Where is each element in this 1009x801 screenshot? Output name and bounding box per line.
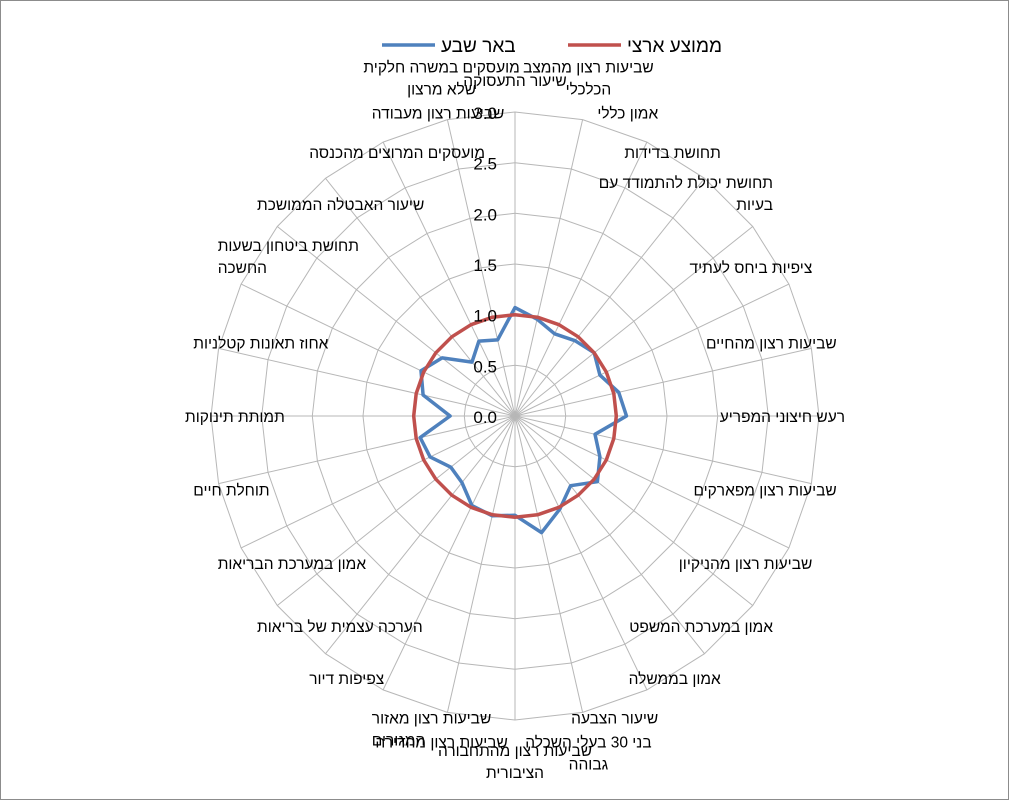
grid-spoke (446, 415, 516, 713)
grid-spoke (276, 226, 516, 417)
grid-spoke (514, 415, 754, 606)
grid-spoke (514, 415, 584, 713)
category-label: שביעות רצון מאזור המגורים (372, 710, 491, 749)
grid-spoke (514, 177, 705, 417)
legend-item-2: ממוצע ארצי (568, 36, 722, 57)
grid-spoke (514, 415, 790, 549)
grid-spoke (514, 415, 648, 691)
grid-spoke (325, 415, 516, 655)
category-label: תחושת יכולת להתמודד עם בעיות (599, 175, 773, 214)
value-axis: 0.0 0.5 1.0 1.5 2.0 2.5 3.0 (473, 104, 497, 427)
category-label: תחושת ביטחון בשעות החשכה (218, 238, 359, 277)
category-label: שביעות רצון מפארקים (693, 482, 836, 499)
grid-spoke (514, 141, 648, 417)
category-label: אמון בממשלה (629, 671, 721, 688)
legend-label-1: באר שבע (441, 36, 516, 57)
category-label: אחוז תאונות קטלניות (193, 336, 328, 353)
category-label: אמון כללי (597, 106, 658, 123)
series-lines (411, 305, 629, 535)
grid-spoke (240, 283, 516, 417)
tick-label: 1.5 (473, 256, 497, 275)
grid-spoke (276, 415, 516, 606)
tick-label: 1.0 (473, 307, 497, 326)
category-label: אמון במערכת הבריאות (218, 556, 367, 573)
tick-label: 2.5 (473, 155, 497, 174)
category-label: תחושת בדידות (624, 145, 720, 162)
category-label: שביעות רצון מהתחבורה הציבורית (438, 743, 592, 782)
legend-label-2: ממוצע ארצי (627, 36, 722, 57)
category-label: שביעות רצון מהחיים (706, 336, 837, 353)
category-label: שביעות רצון מהדירה (375, 735, 508, 752)
category-label: תמותת תינוקות (185, 409, 285, 426)
grid-spoke (514, 415, 812, 485)
legend-item-1: באר שבע (382, 36, 516, 57)
category-label: צפיפות דיור (309, 671, 384, 688)
category-label: שיעור הצבעה (571, 710, 658, 727)
category-label: אמון במערכת המשפט (629, 619, 773, 636)
category-label: בני 30 בעלי השכלה גבוהה (525, 735, 651, 774)
grid-spoke (325, 177, 516, 417)
grid-spoke (514, 283, 790, 417)
legend: באר שבע ממוצע ארצי (382, 36, 722, 57)
category-label: הערכה עצמית של בריאות (257, 619, 423, 636)
category-label: שיעור האבטלה הממושכת (257, 197, 424, 214)
grid-spoke (240, 415, 516, 549)
grid-spoke (514, 347, 812, 417)
grid-spoke (514, 119, 584, 417)
grid-spoke (218, 415, 516, 485)
grid-spoke (514, 415, 705, 655)
tick-label: 2.0 (473, 205, 497, 224)
category-label: מועסקים במשרה חלקית שלא מרצון (363, 59, 519, 98)
category-label: שביעות רצון מהמצב הכלכלי (523, 59, 654, 98)
grid-spoke (446, 119, 516, 417)
category-label: שביעות רצון מעבודה (372, 106, 505, 123)
tick-label: 3.0 (473, 104, 497, 123)
category-label: שיעור התעסוקה (463, 73, 566, 90)
series-line-2 (411, 312, 619, 520)
category-label: ציפיות ביחס לעתיד (690, 260, 813, 277)
radar-grid (210, 111, 820, 721)
grid-spoke (218, 347, 516, 417)
category-label: שביעות רצון מהניקיון (679, 556, 813, 573)
grid-spoke (514, 226, 754, 417)
grid-spoke (382, 141, 516, 417)
grid-spoke (382, 415, 516, 691)
category-label: מועסקים המרוצים מהכנסה (309, 145, 485, 162)
tick-label: 0.5 (473, 357, 497, 376)
category-label: רעש חיצוני המפריע (720, 409, 845, 426)
tick-label: 0.0 (473, 408, 497, 427)
category-label: תוחלת חיים (193, 482, 269, 499)
